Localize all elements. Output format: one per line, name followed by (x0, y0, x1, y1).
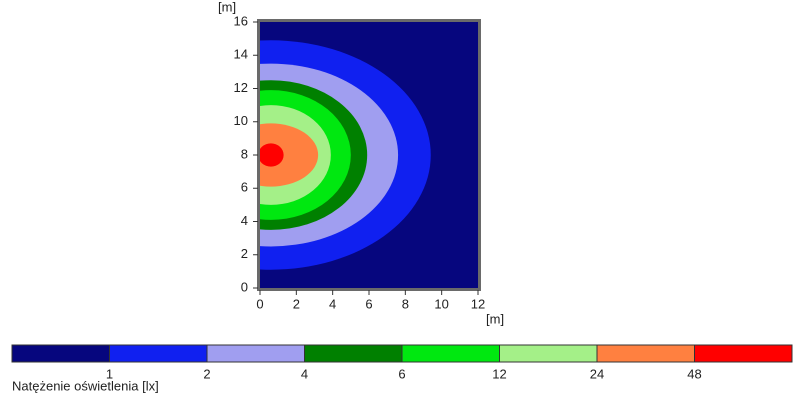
colorbar-tick-label: 1 (106, 366, 113, 381)
contour-region (260, 143, 284, 167)
colorbar-swatch (11, 344, 110, 363)
y-axis-label: [m] (218, 0, 236, 14)
colorbar-title: Natężenie oświetlenia [lx] (12, 378, 159, 393)
x-tick-label: 2 (293, 296, 300, 311)
colorbar-swatch (304, 344, 403, 363)
colorbar-swatch (596, 344, 695, 363)
colorbar-tick-label: 2 (203, 366, 210, 381)
colorbar-swatch (109, 344, 208, 363)
y-tick-label: 0 (241, 279, 248, 294)
x-tick-label: 0 (256, 296, 263, 311)
y-tick-label: 10 (234, 113, 248, 128)
y-tick-label: 8 (241, 146, 248, 161)
plot-area (260, 22, 478, 288)
colorbar-tick-label: 48 (687, 366, 701, 381)
colorbar-tick-label: 12 (492, 366, 506, 381)
x-tick-label: 6 (365, 296, 372, 311)
y-tick-label: 4 (241, 213, 248, 228)
colorbar-swatch (401, 344, 500, 363)
x-tick-label: 12 (471, 296, 485, 311)
colorbar-swatch (694, 344, 793, 363)
x-axis-label: [m] (486, 311, 504, 326)
x-tick-label: 10 (434, 296, 448, 311)
y-tick-label: 14 (234, 47, 248, 62)
plot-frame (257, 19, 481, 291)
x-tick-label: 4 (329, 296, 336, 311)
y-tick-label: 12 (234, 80, 248, 95)
colorbar-tick-label: 6 (398, 366, 405, 381)
x-tick-label: 8 (402, 296, 409, 311)
y-tick-label: 6 (241, 180, 248, 195)
colorbar-tick-label: 4 (301, 366, 308, 381)
y-tick-label: 16 (234, 13, 248, 28)
colorbar-tick-label: 24 (590, 366, 604, 381)
colorbar-swatch (499, 344, 598, 363)
colorbar-swatch (206, 344, 305, 363)
y-tick-label: 2 (241, 246, 248, 261)
contour-region (260, 123, 319, 187)
